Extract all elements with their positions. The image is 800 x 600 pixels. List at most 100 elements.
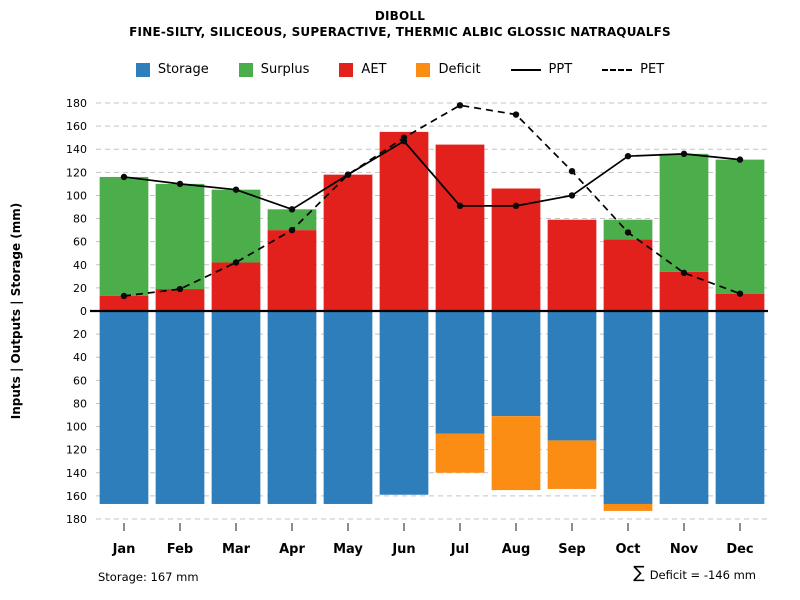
bar-aet [715, 293, 765, 311]
y-tick-label: 40 [73, 259, 87, 272]
ppt-marker [680, 150, 688, 158]
pet-marker [120, 292, 128, 300]
y-tick-label: 180 [66, 97, 87, 110]
bar-surplus [99, 176, 149, 296]
pet-marker [344, 171, 352, 178]
sigma-symbol: ∑ [633, 563, 645, 583]
bar-aet [603, 239, 653, 311]
bar-storage [99, 311, 149, 504]
y-tick-label: 20 [73, 282, 87, 295]
water-balance-chart: 180 160 140 120 100 80 60 40 20 0 20 40 60 80 100 120 14… [9, 97, 768, 557]
x-tick-label: Aug [502, 542, 531, 557]
x-tick-label: Mar [222, 542, 251, 557]
bar-storage [211, 311, 261, 504]
bar-surplus [659, 153, 709, 272]
y-tick-label: 100 [66, 189, 87, 202]
deficit-note-text: Deficit = -146 mm [649, 567, 756, 582]
y-tick-label: 160 [66, 490, 87, 503]
x-tick-label: Nov [670, 542, 699, 557]
ppt-marker [512, 202, 520, 210]
pet-marker [288, 226, 296, 234]
bar-aet [659, 271, 709, 311]
x-tick-label: Dec [726, 542, 753, 557]
x-tick-label: Jun [391, 542, 415, 557]
chart-title: DIBOLL [374, 9, 426, 23]
bar-aet [155, 289, 205, 311]
x-tick-label: May [333, 542, 363, 557]
bar-aet [99, 295, 149, 311]
bar-surplus [715, 159, 765, 294]
chart-legend: Storage Surplus AET Deficit PPT PET [0, 62, 800, 77]
storage-note-text: Storage: 167 mm [98, 570, 199, 584]
bar-storage [547, 311, 597, 441]
y-tick-label: 40 [73, 351, 87, 364]
y-tick-label: 60 [73, 236, 87, 249]
ppt-marker [176, 180, 184, 188]
y-tick-label: 0 [80, 305, 87, 318]
bar-deficit [547, 440, 597, 489]
ppt-swatch-icon [510, 68, 541, 71]
pet-swatch-icon [602, 68, 633, 71]
y-tick-label: 140 [66, 143, 87, 156]
bar-storage [379, 311, 429, 495]
bar-storage [435, 311, 485, 434]
ppt-marker [456, 202, 464, 210]
bar-storage [491, 311, 541, 417]
y-tick-label: 60 [73, 374, 87, 387]
pet-marker [512, 111, 520, 118]
y-tick-label: 120 [66, 166, 87, 179]
pet-marker [232, 259, 240, 266]
legend-item-storage: Storage [135, 62, 209, 77]
y-tick-label: 80 [73, 213, 87, 226]
x-tick-label: Oct [616, 542, 641, 557]
bar-surplus [211, 189, 261, 263]
y-axis-label: Inputs | Outputs | Storage (mm) [9, 203, 23, 420]
pet-marker [568, 167, 576, 175]
x-tick-label: Sep [558, 542, 586, 557]
aet-swatch-icon [339, 62, 354, 77]
deficit-note: ∑ Deficit = -146 mm [633, 563, 756, 583]
bar-aet [435, 144, 485, 311]
bar-deficit [491, 416, 541, 491]
x-tick-label: Jan [112, 542, 136, 557]
legend-label-storage: Storage [157, 62, 209, 77]
storage-note: Storage: 167 mm [98, 570, 199, 584]
bar-storage [155, 311, 205, 504]
deficit-swatch-icon [416, 62, 431, 77]
legend-item-deficit: Deficit [416, 62, 481, 77]
y-tick-label: 100 [66, 421, 87, 434]
bar-deficit [603, 503, 653, 511]
bar-deficit [435, 433, 485, 473]
x-tick-label: Jul [450, 542, 470, 557]
bar-storage [267, 311, 317, 504]
legend-item-aet: AET [339, 62, 386, 77]
y-tick-label: 20 [73, 328, 87, 341]
ppt-marker [120, 173, 128, 181]
chart-subtitle: FINE-SILTY, SILICEOUS, SUPERACTIVE, THER… [129, 25, 671, 39]
bar-storage [715, 311, 765, 504]
ppt-line [123, 140, 741, 211]
legend-item-ppt: PPT [510, 62, 572, 77]
bar-storage [603, 311, 653, 504]
pet-marker [456, 102, 464, 109]
y-tick-label: 160 [66, 120, 87, 133]
pet-marker [680, 269, 688, 277]
y-tick-label: 120 [66, 444, 87, 457]
bar-aet [547, 219, 597, 311]
pet-marker [736, 290, 744, 297]
bar-surplus [267, 209, 317, 231]
y-tick-label: 80 [73, 397, 87, 410]
bar-storage [323, 311, 373, 504]
legend-item-pet: PET [602, 62, 664, 77]
legend-label-aet: AET [361, 62, 387, 77]
legend-label-pet: PET [640, 62, 665, 77]
bar-storage [659, 311, 709, 504]
bar-aet [267, 230, 317, 311]
surplus-swatch-icon [238, 62, 253, 77]
ppt-marker [736, 156, 744, 163]
ppt-marker [624, 152, 632, 160]
bar-aet [379, 131, 429, 311]
ppt-marker [568, 192, 576, 199]
y-tick-label: 180 [66, 513, 87, 526]
